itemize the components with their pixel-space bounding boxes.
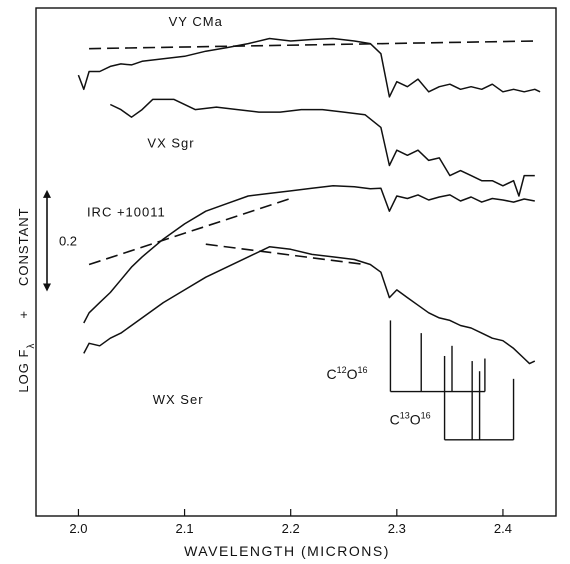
y-axis-label: LOG Fλ + CONSTANT — [16, 207, 37, 392]
ylabel-plus: + — [16, 310, 31, 319]
band-head-1: C13O16 — [390, 355, 515, 441]
plot-frame — [35, 7, 557, 517]
continuum-line-0 — [89, 40, 535, 50]
series-label-0: VY CMa — [169, 14, 223, 29]
series-label-1: VX Sgr — [147, 136, 194, 151]
scale-bar-arrow-top — [43, 189, 51, 198]
band-head-label-1: C13O16 — [390, 411, 431, 428]
x-tick-label-2: 2.2 — [282, 521, 300, 536]
scale-bar-arrow-bottom — [43, 283, 51, 292]
series-label-2: IRC +10011 — [87, 204, 166, 219]
x-tick-label-1: 2.1 — [176, 521, 194, 536]
series-line-1 — [109, 98, 535, 197]
series-line-2 — [83, 185, 535, 324]
svg-text:LOG Fλ+CONSTANT: LOG Fλ + CONSTANT — [16, 207, 37, 392]
series-label-3: WX Ser — [153, 392, 204, 407]
ylabel-sub: λ — [26, 343, 37, 349]
continuum-line-2 — [205, 243, 366, 266]
x-tick-label-3: 2.3 — [388, 521, 406, 536]
ylabel-constant: CONSTANT — [16, 207, 31, 286]
band-head-label-0: C12O16 — [326, 365, 367, 382]
x-axis-ticks: 2.0 2.1 2.2 2.3 2.4 — [69, 509, 512, 536]
x-axis-label: WAVELENGTH (MICRONS) — [184, 543, 390, 559]
spectra-series: VY CMa VX Sgr IRC +10011 WX Ser — [77, 14, 541, 407]
series-line-3 — [83, 246, 536, 365]
band-head-markers: C12O16 C13O16 — [326, 320, 515, 441]
ylabel-log: LOG F — [16, 349, 31, 393]
scale-bar: 0.2 — [43, 189, 77, 292]
x-tick-label-4: 2.4 — [494, 521, 512, 536]
band-head-0: C12O16 — [326, 320, 486, 393]
scale-bar-label: 0.2 — [59, 234, 77, 249]
series-line-0 — [77, 37, 541, 98]
x-tick-label-0: 2.0 — [69, 521, 87, 536]
continuum-lines — [88, 40, 535, 266]
